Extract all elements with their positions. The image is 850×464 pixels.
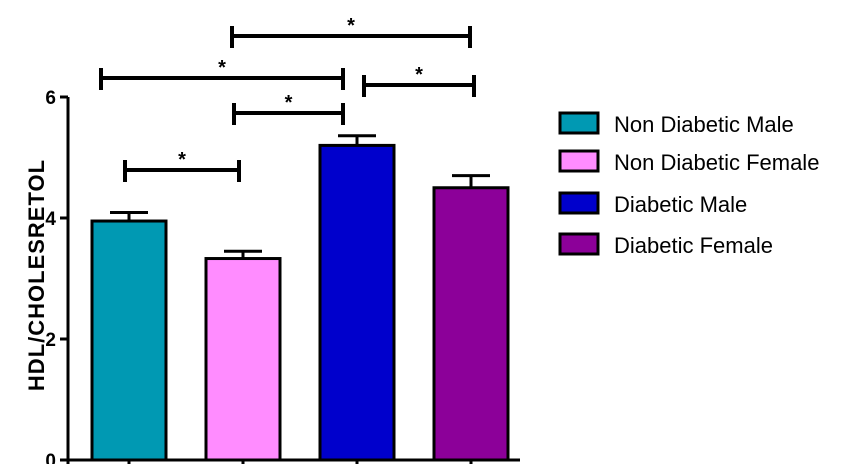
y-tick-label: 6 [45,88,56,109]
bar [90,219,168,462]
significance-label: * [178,149,186,171]
significance-brackets: * * * * * [99,15,476,182]
significance-label: * [285,92,293,114]
significance-label: * [218,57,226,79]
legend: Non Diabetic Male Non Diabetic Female Diab… [558,111,819,258]
legend-swatch [558,232,600,256]
legend-label: Non Diabetic Female [614,150,819,175]
bar [204,257,282,462]
legend-label: Diabetic Male [614,192,747,217]
significance-label: * [415,64,423,86]
bar [318,143,396,462]
legend-label: Non Diabetic Male [614,112,794,137]
bars [90,134,510,462]
legend-swatch [558,191,600,215]
y-tick-label: 4 [45,209,56,230]
legend-label: Diabetic Female [614,233,773,258]
y-tick-label: 0 [45,451,56,464]
legend-swatch [558,111,600,135]
y-tick-label: 2 [45,330,56,351]
significance-label: * [347,15,355,37]
bar [432,186,510,462]
legend-swatch [558,149,600,173]
y-axis-title: HDL/CHOLESRETOL [24,159,49,391]
